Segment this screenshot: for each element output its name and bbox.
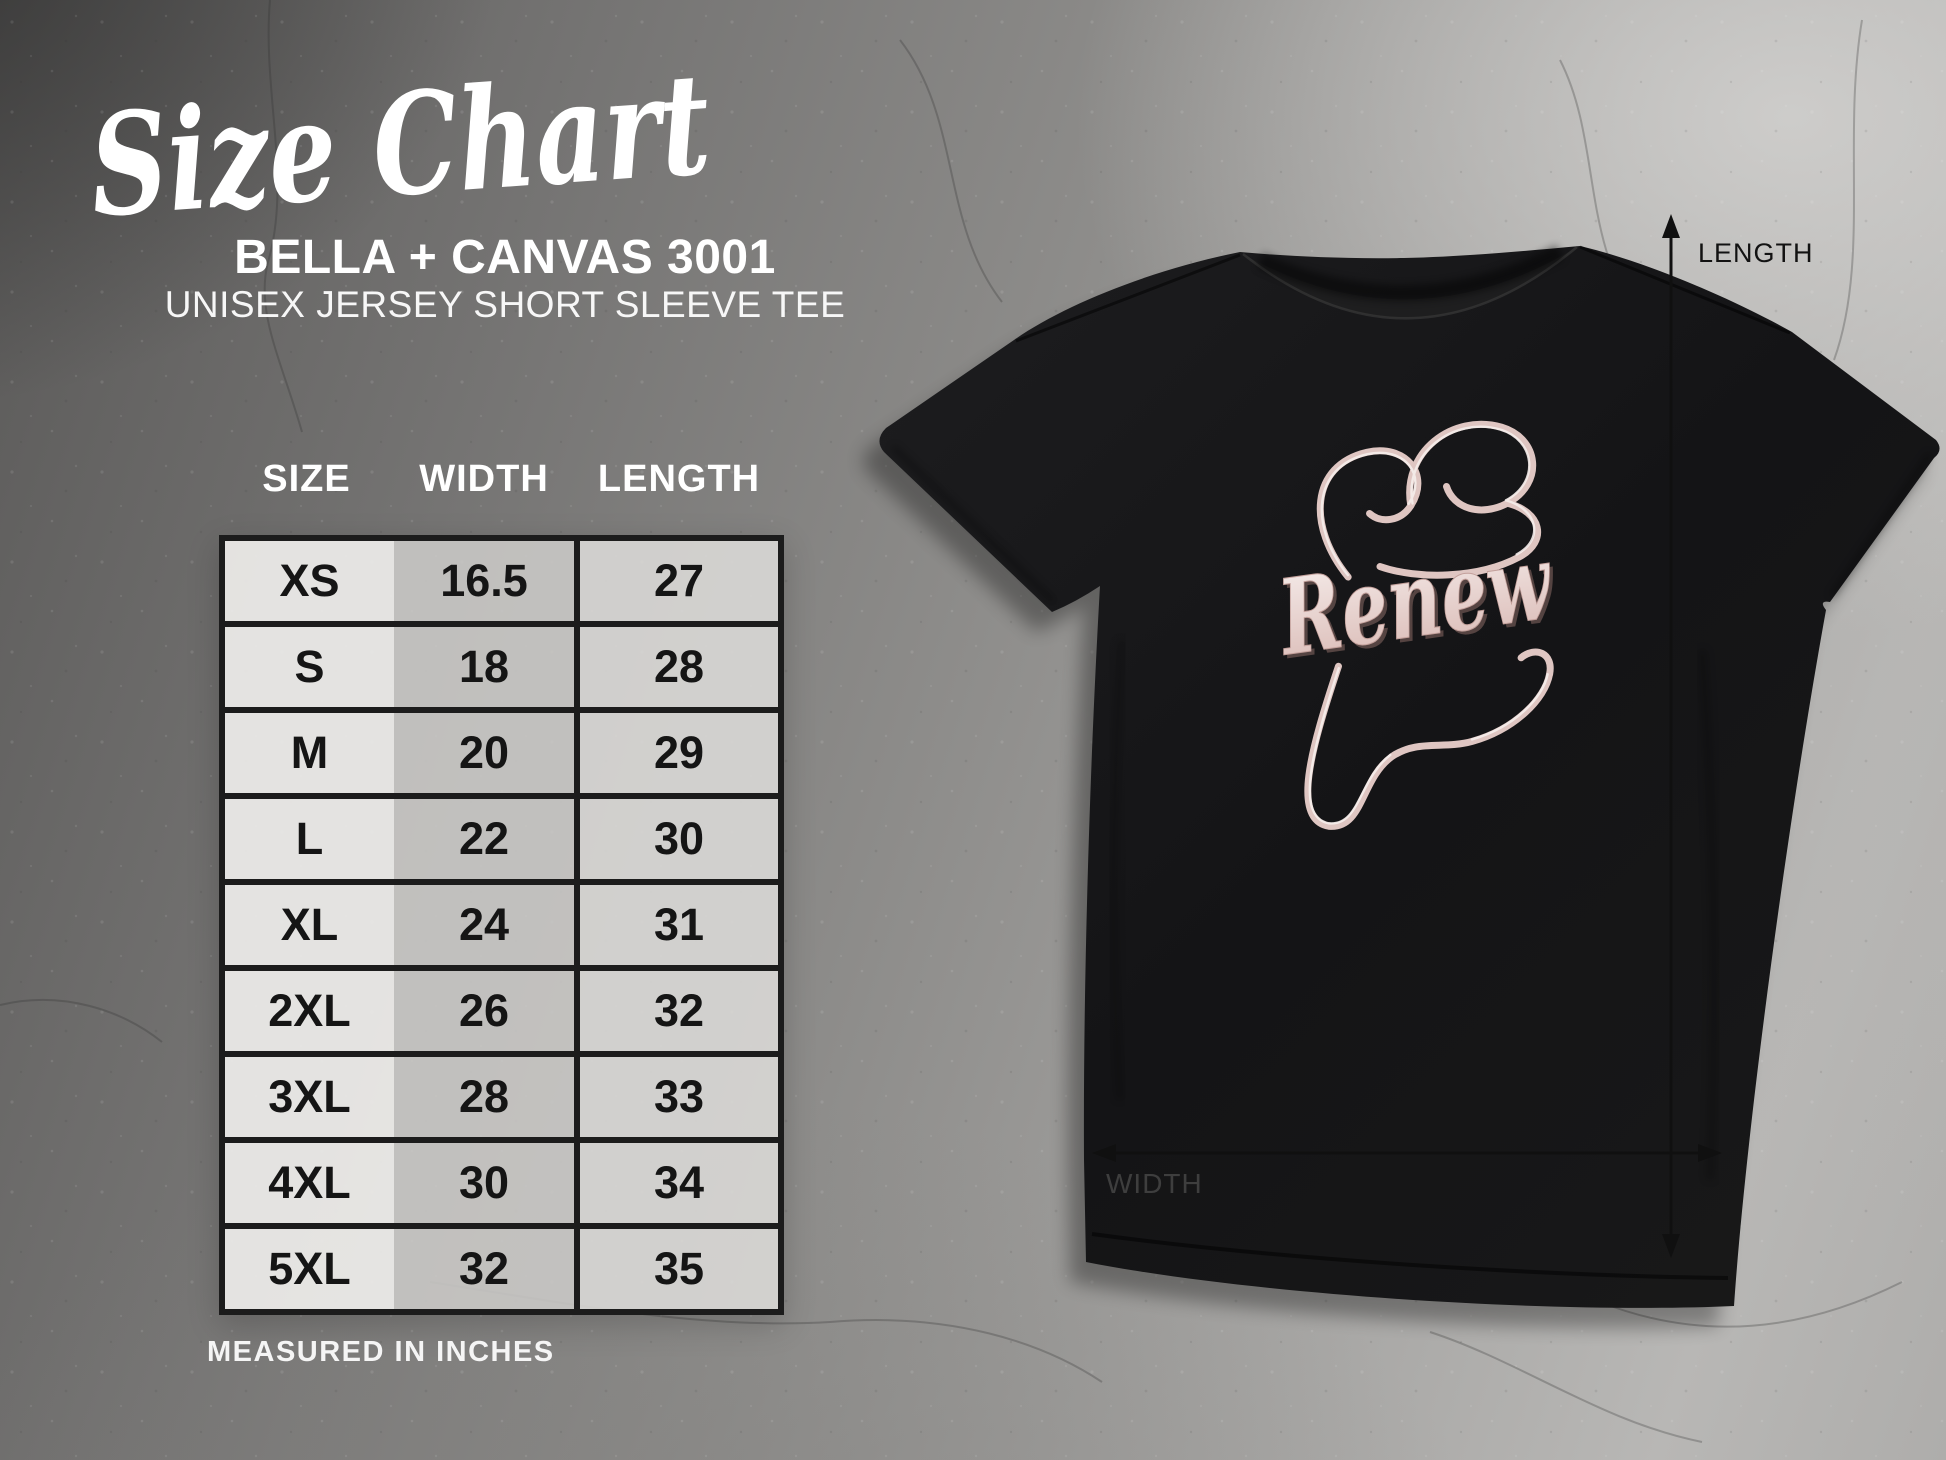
- page-title-wrap: Size Chart: [55, 36, 745, 271]
- length-cell: 35: [574, 1229, 778, 1309]
- length-cell: 34: [574, 1143, 778, 1223]
- length-cell: 29: [574, 713, 778, 793]
- width-cell: 26: [394, 971, 574, 1051]
- shirt-design: Renew Renew: [1269, 420, 1564, 830]
- collar-inner-shadow: [1256, 244, 1564, 301]
- size-table: XS 16.5 27 S 18 28 M 20 29 L 22 30 XL 24…: [219, 535, 784, 1315]
- width-cell: 18: [394, 627, 574, 707]
- length-cell: 31: [574, 885, 778, 965]
- wrinkle: [1697, 649, 1719, 1181]
- col-header-size: SIZE: [262, 458, 351, 500]
- width-cell: 24: [394, 885, 574, 965]
- table-row: L 22 30: [225, 799, 778, 885]
- table-row: S 18 28: [225, 627, 778, 713]
- size-cell: L: [225, 799, 394, 879]
- sleeve-crease-right: [1829, 452, 1933, 598]
- width-arrow: [1092, 1144, 1722, 1162]
- size-cell: 5XL: [225, 1229, 394, 1309]
- size-cell: 3XL: [225, 1057, 394, 1137]
- wrinkle: [1108, 639, 1127, 1101]
- length-cell: 28: [574, 627, 778, 707]
- length-label: LENGTH: [1698, 238, 1814, 268]
- width-cell: 20: [394, 713, 574, 793]
- table-footnote: MEASURED IN INCHES: [207, 1336, 555, 1368]
- size-cell: S: [225, 627, 394, 707]
- tshirt-silhouette: [879, 244, 1940, 1308]
- length-cell: 27: [574, 541, 778, 621]
- width-label: WIDTH: [1106, 1168, 1203, 1199]
- table-row: 5XL 32 35: [225, 1229, 778, 1309]
- col-header-length: LENGTH: [597, 458, 761, 500]
- shoulder-seam-left: [1015, 253, 1241, 343]
- design-flourishes: [1304, 420, 1554, 830]
- table-row: 2XL 26 32: [225, 971, 778, 1057]
- table-row: M 20 29: [225, 713, 778, 799]
- size-cell: 2XL: [225, 971, 394, 1051]
- collar-outer-edge: [1242, 246, 1578, 320]
- col-header-width: WIDTH: [419, 458, 549, 500]
- length-cell: 30: [574, 799, 778, 879]
- table-header-row: SIZE WIDTH LENGTH: [219, 458, 784, 501]
- product-description: UNISEX JERSEY SHORT SLEEVE TEE: [164, 284, 846, 325]
- width-cell: 30: [394, 1143, 574, 1223]
- product-name: BELLA + CANVAS 3001: [234, 231, 776, 284]
- width-cell: 22: [394, 799, 574, 879]
- table-row: 4XL 30 34: [225, 1143, 778, 1229]
- sleeve-crease-left: [891, 445, 1056, 604]
- length-arrow: [1662, 214, 1680, 1258]
- width-cell: 16.5: [394, 541, 574, 621]
- size-cell: 4XL: [225, 1143, 394, 1223]
- length-cell: 32: [574, 971, 778, 1051]
- length-cell: 33: [574, 1057, 778, 1137]
- width-cell: 32: [394, 1229, 574, 1309]
- width-cell: 28: [394, 1057, 574, 1137]
- table-row: 3XL 28 33: [225, 1057, 778, 1143]
- hem-stitch: [1091, 1232, 1729, 1280]
- size-cell: XS: [225, 541, 394, 621]
- size-cell: M: [225, 713, 394, 793]
- table-row: XL 24 31: [225, 885, 778, 971]
- size-cell: XL: [225, 885, 394, 965]
- shoulder-seam-right: [1579, 245, 1791, 335]
- table-row: XS 16.5 27: [225, 541, 778, 627]
- collar-band: [1243, 247, 1577, 319]
